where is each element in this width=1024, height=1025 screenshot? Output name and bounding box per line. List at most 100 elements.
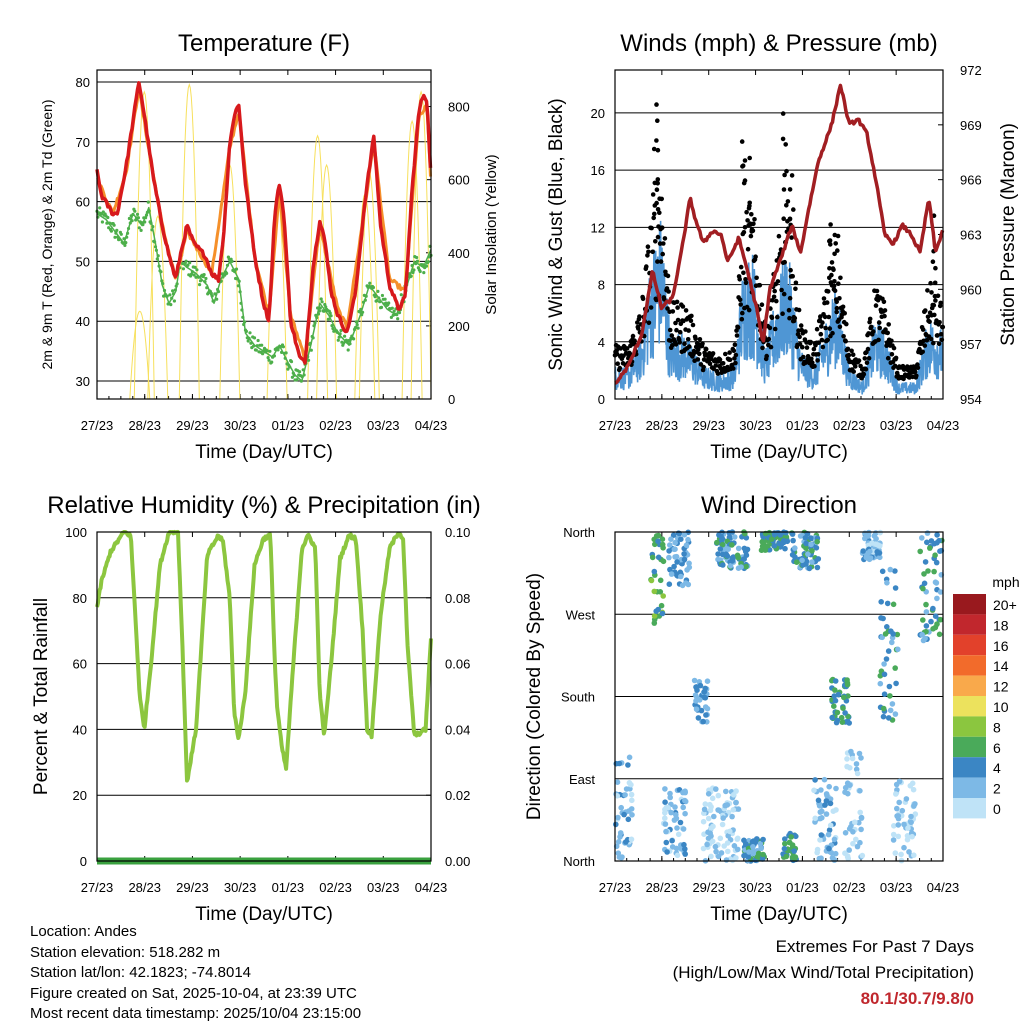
wind-y2tick-label: 969 [960,118,982,133]
dir-point [882,631,889,637]
dir-point [857,809,863,816]
dir-point [809,548,815,554]
temp-td-point [112,223,116,227]
dir-point [613,821,619,828]
wind-gust-point [710,351,716,356]
dir-point [685,536,691,543]
dir-point [844,681,851,688]
wind-gust-point [868,324,874,330]
wind-gust-point [640,296,646,302]
wind-gust-point [893,355,899,361]
dir-point [867,548,873,555]
wind-gust-point [655,177,661,182]
dir-point [683,542,690,548]
wind-ylabel: Sonic Wind & Gust (Blue, Black) [546,98,567,370]
wind-gust-point [810,360,815,365]
wind-ytick-label: 12 [591,220,605,235]
dir-point [702,704,709,710]
wind-gust-point [931,302,937,308]
dir-point [853,836,859,843]
temp-td-point [411,270,415,275]
wind-gust-point [835,248,840,253]
wind-gust-point [822,314,828,320]
dir-point [815,797,822,804]
dir-point [906,849,912,855]
dir-point [711,813,717,820]
wind-gust-point [782,172,787,178]
wind-ytick-label: 8 [598,278,605,293]
dir-point [937,548,943,554]
dir-point [651,620,658,626]
dir-point [892,850,899,856]
rh-ytick-label: 100 [65,525,87,540]
wind-gust-point [649,225,654,231]
dir-point [662,821,669,827]
dir-point [816,803,823,809]
temp-td-point [106,215,110,220]
temp-solar-peak [316,163,338,400]
wind-gust-point [929,290,934,295]
wind-gust-point [831,287,837,292]
dir-point [793,559,800,565]
dir-point [618,804,624,811]
dir-point [839,719,846,725]
temp-y2tick-label: 200 [448,319,470,334]
dir-point [653,533,660,539]
dir-point [834,717,841,724]
dir-point [921,571,927,577]
dir-point [887,566,894,573]
wind-gust-point [670,343,675,348]
dir-point [730,807,737,813]
dir-point [668,571,675,577]
temp-td-point [252,336,257,340]
wind-gust-point [720,361,726,366]
temp-td-point [146,200,150,204]
wind-gust-point [715,371,721,376]
wind-gust-point [831,267,836,273]
dir-point [778,541,785,548]
temp-td-point [298,370,302,374]
dir-point [710,823,716,830]
dir-point [883,656,890,662]
dir-legend-swatch [953,655,986,676]
wind-gust-point [882,313,887,319]
dir-title: Wind Direction [701,492,857,519]
wind-gust-point [760,345,765,351]
wind-gust-point [674,299,680,305]
wind-gust-point [673,342,679,347]
temp-y2label: Solar Insolation (Yellow) [483,154,500,314]
dir-ylabel: Direction (Colored By Speed) [524,573,545,820]
dir-point [933,559,940,566]
wind-gust-point [742,158,748,163]
wind-gust-point [784,203,789,208]
dir-point [892,665,898,671]
dir-point [858,826,864,833]
wind-gust-point [637,314,642,319]
wind-gust-point [920,349,925,355]
dir-point [718,533,724,539]
dir-legend-label: 4 [993,760,1001,776]
temp-td-point [188,261,192,265]
temp-solar-peak [178,82,200,400]
temp-td-point [324,305,328,309]
wind-gust-point [819,337,825,343]
wind-gust-point [734,333,740,338]
wind-gust-point [775,279,781,284]
dir-point [702,685,708,692]
wind-gust-point [655,259,660,264]
wind-gust-point [836,281,841,287]
temp-td-point [289,360,294,364]
dir-point [854,770,861,777]
wind-gust-point [933,298,938,303]
wind-gust-point [815,352,821,357]
temp-td-point [415,255,419,260]
dir-point [865,533,872,539]
extremes-values: 80.1/30.7/9.8/0 [860,989,974,1008]
dir-point [827,800,834,807]
temp-xtick-label: 30/23 [224,418,257,433]
dir-point [738,564,744,570]
dir-point [853,761,860,767]
wind-gust-point [808,339,813,345]
dir-point [729,813,735,820]
dir-point [783,853,790,860]
